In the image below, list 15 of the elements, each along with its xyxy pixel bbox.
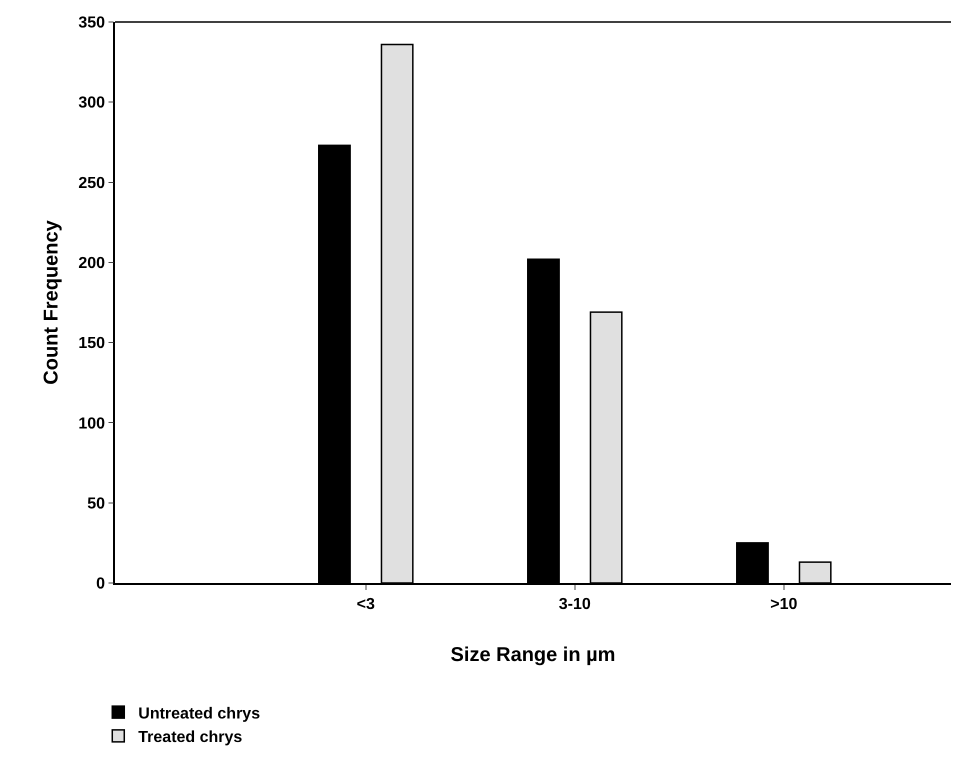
y-tick-label: 0 [96, 576, 106, 593]
y-tick-label: 100 [78, 415, 106, 432]
y-tick-label: 250 [78, 174, 106, 192]
y-tick-label: 300 [78, 94, 106, 112]
x-tick-label: >10 [770, 596, 798, 613]
y-axis-title: Count Frequency [40, 219, 62, 385]
x-tick-label: 3-10 [558, 596, 591, 613]
y-tick-label: 150 [78, 335, 106, 352]
y-tick-label: 200 [78, 255, 106, 272]
legend-label: Treated chrys [138, 729, 242, 746]
y-tick-label: 350 [78, 14, 106, 32]
legend-label: Untreated chrys [138, 705, 260, 722]
x-tick-label: <3 [356, 596, 376, 613]
y-tick-label: 50 [87, 495, 106, 512]
x-axis-title: Size Range in µm [450, 644, 616, 666]
